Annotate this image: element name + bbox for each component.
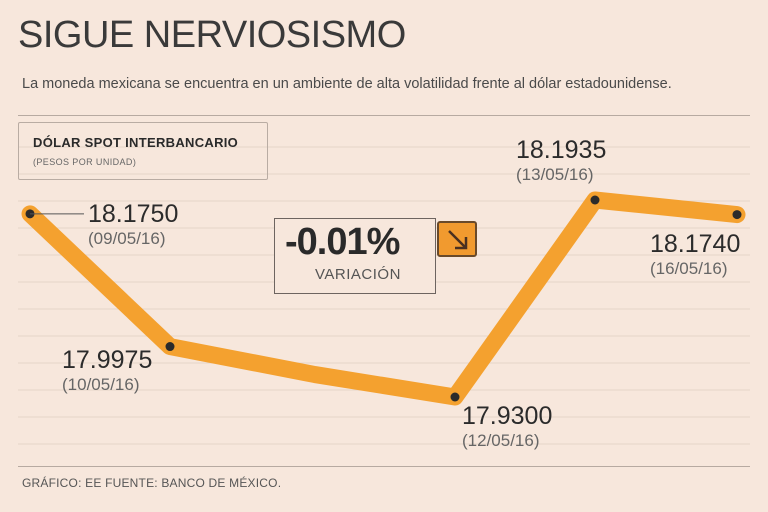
data-date-label: (10/05/16) [62,375,140,394]
source-note: GRÁFICO: EE FUENTE: BANCO DE MÉXICO. [22,476,282,490]
series-line [21,191,746,406]
bottom-divider [18,466,750,467]
markers [25,195,742,402]
legend-box: DÓLAR SPOT INTERBANCARIO (PESOS POR UNID… [18,122,268,180]
data-point-marker [165,342,175,352]
data-date-label: (13/05/16) [516,165,594,184]
legend-title: DÓLAR SPOT INTERBANCARIO [33,135,239,150]
legend-subtitle: (PESOS POR UNIDAD) [33,157,137,167]
data-value-label: 17.9975 [62,346,152,374]
data-point-marker [450,392,460,402]
chart-subtitle: La moneda mexicana se encuentra en un am… [22,76,672,92]
data-date-label: (12/05/16) [462,431,540,450]
data-date-label: (09/05/16) [88,229,166,248]
data-point-marker [590,195,600,205]
variation-value: -0.01% [285,221,400,263]
data-value-label: 18.1740 [650,230,740,258]
data-value-label: 18.1935 [516,136,606,164]
chart-title: SIGUE NERVIOSISMO [18,14,406,56]
data-labels: 18.1750(09/05/16) 17.9975(10/05/16) 17.930… [62,136,740,450]
data-value-label: 17.9300 [462,402,552,430]
top-divider [18,115,750,116]
variation-label: VARIACIÓN [315,266,401,283]
variation-box: -0.01% VARIACIÓN [274,218,436,294]
data-point-marker [732,210,742,220]
data-value-label: 18.1750 [88,200,178,228]
arrow-down-right-icon [437,221,477,257]
data-date-label: (16/05/16) [650,259,728,278]
